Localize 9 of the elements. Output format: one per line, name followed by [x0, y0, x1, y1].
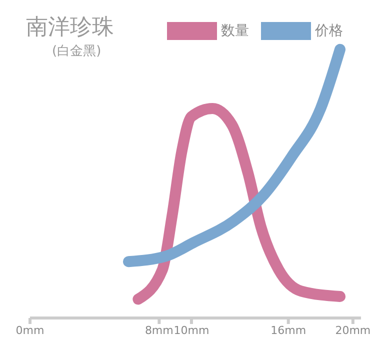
x-tick-label: 10mm: [174, 324, 210, 337]
chart-subtitle: (白金黑): [52, 43, 102, 60]
legend-label: 价格: [315, 22, 343, 40]
x-tick-label: 8mm: [144, 324, 174, 337]
x-tick-label: 16mm: [270, 324, 306, 337]
x-tick-label: 0mm: [16, 324, 44, 337]
x-tick-label: 20mm: [335, 324, 371, 337]
chart-title: 南洋珍珠: [26, 14, 114, 42]
legend-label: 数量: [221, 22, 249, 40]
